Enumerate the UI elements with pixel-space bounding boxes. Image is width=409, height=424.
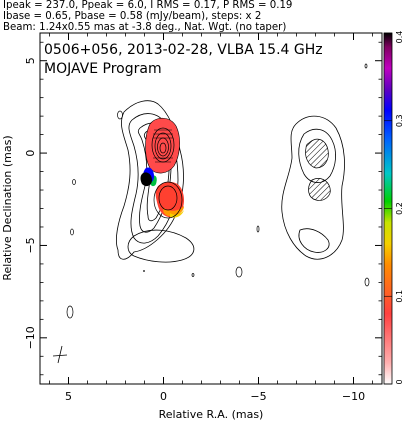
blob-1 bbox=[117, 110, 123, 120]
colorbar-tick-label: 0.1 bbox=[395, 290, 404, 303]
x-tick-label: 0 bbox=[160, 390, 167, 403]
pol-black bbox=[140, 172, 152, 187]
colorbar-tick-label: 0.2 bbox=[395, 202, 404, 215]
blob-5 bbox=[235, 266, 243, 278]
plot-frame bbox=[39, 32, 383, 385]
contour-second-2 bbox=[298, 128, 336, 183]
header-block: Ipeak = 237.0, Ppeak = 6.0, I RMS = 0.17… bbox=[3, 0, 408, 33]
blob-6 bbox=[256, 225, 260, 233]
pol-jet-edge2 bbox=[170, 210, 184, 218]
pol-jet-patch bbox=[155, 181, 184, 218]
colorbar-tick-label: 0.3 bbox=[395, 114, 404, 127]
y-tick-label: −10 bbox=[24, 326, 37, 349]
header-line-peak: Ipeak = 237.0, Ppeak = 6.0, I RMS = 0.17… bbox=[3, 0, 293, 11]
header-line-base: Ibase = 0.65, Pbase = 0.58 (mJy/beam), s… bbox=[3, 11, 262, 22]
x-tick-label: 5 bbox=[65, 390, 72, 403]
header-line-beam: Beam: 1.24x0.55 mas at -3.8 deg., Nat. W… bbox=[3, 22, 287, 33]
y-axis-ticks: 5 0 −5 −10 bbox=[24, 41, 382, 376]
jet-contour-1 bbox=[153, 181, 183, 219]
y-axis-label: Relative Declination (mas) bbox=[1, 135, 14, 280]
pol-jet-edge bbox=[163, 206, 184, 217]
blob-8 bbox=[364, 277, 370, 287]
core-contour-4 bbox=[159, 142, 167, 154]
contour-second-3 bbox=[305, 138, 329, 169]
y-tick-label: 0 bbox=[24, 150, 37, 157]
pol-core-patch bbox=[145, 117, 180, 174]
colorbar-ticks: 0 0.1 0.2 0.3 0.4 bbox=[384, 31, 404, 385]
y-tick-label: −5 bbox=[24, 237, 37, 253]
x-tick-label: −10 bbox=[342, 390, 365, 403]
blob-9 bbox=[191, 273, 195, 277]
plot-subtitle: MOJAVE Program bbox=[44, 61, 162, 77]
x-axis-label: Relative R.A. (mas) bbox=[159, 408, 264, 421]
contour-extension bbox=[127, 229, 195, 263]
plot-title: 0506+056, 2013-02-28, VLBA 15.4 GHz bbox=[44, 42, 323, 58]
jet-contour-2 bbox=[158, 185, 178, 211]
colorbar-tick-label: 0 bbox=[395, 379, 404, 384]
x-tick-label: −5 bbox=[250, 390, 266, 403]
x-axis-ticks: 5 0 −5 −10 bbox=[49, 33, 373, 403]
colorbar-tick-label: 0.4 bbox=[395, 31, 404, 44]
contour-second-lower bbox=[298, 228, 330, 253]
blob-7 bbox=[364, 63, 368, 69]
contour-second-outer bbox=[281, 115, 345, 260]
beam-marker bbox=[52, 345, 68, 364]
y-tick-label: 5 bbox=[24, 57, 37, 64]
blob-2 bbox=[72, 179, 76, 185]
contour-second-4 bbox=[308, 178, 331, 201]
blob-4 bbox=[66, 305, 74, 319]
blob-10 bbox=[143, 270, 145, 272]
core-contour-2 bbox=[154, 132, 172, 160]
blob-3 bbox=[70, 228, 74, 236]
contour-outer-main bbox=[116, 100, 184, 260]
contour-map bbox=[52, 63, 370, 364]
